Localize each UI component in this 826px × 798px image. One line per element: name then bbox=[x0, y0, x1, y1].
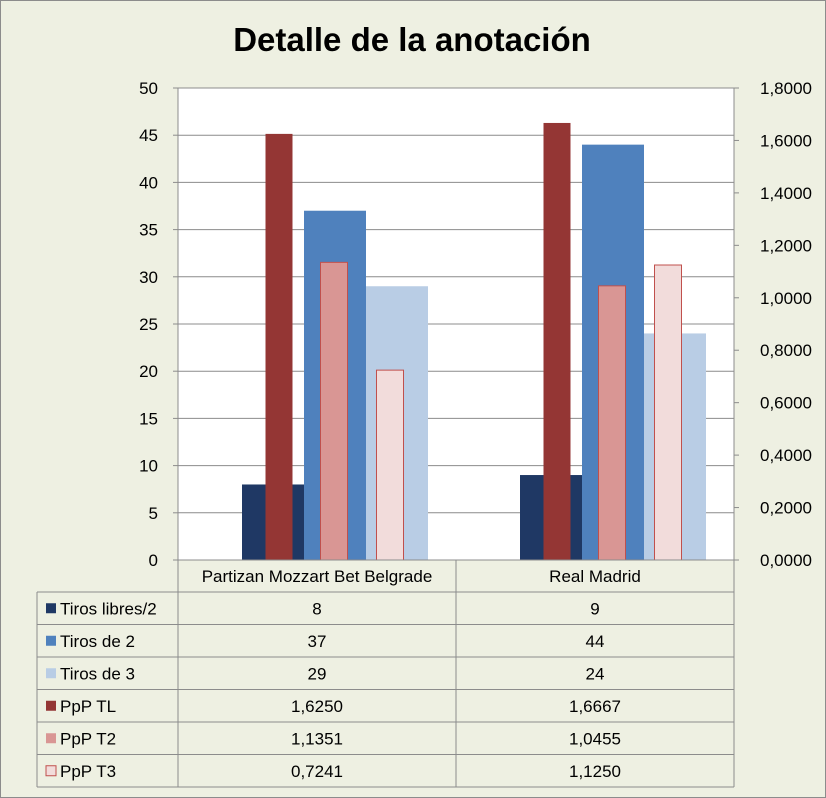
legend-key bbox=[46, 700, 56, 711]
bar bbox=[376, 369, 404, 561]
legend-entry: Tiros de 3 bbox=[60, 664, 135, 683]
category-label: Partizan Mozzart Bet Belgrade bbox=[202, 567, 433, 586]
data-label: 1,6667 bbox=[569, 697, 621, 716]
y2-tick-label: 0,8000 bbox=[760, 341, 812, 360]
legend-key bbox=[45, 765, 57, 777]
legend-key bbox=[46, 603, 56, 614]
legend-entry: PpP TL bbox=[60, 697, 116, 716]
y-tick-label: 30 bbox=[139, 268, 158, 287]
bars bbox=[242, 122, 706, 561]
y2-tick-label: 0,0000 bbox=[760, 551, 812, 570]
y-tick-label: 40 bbox=[139, 173, 158, 192]
y2-tick-label: 1,8000 bbox=[760, 79, 812, 98]
data-label: 9 bbox=[590, 599, 599, 618]
y-tick-label: 35 bbox=[139, 221, 158, 240]
legend-key bbox=[46, 733, 56, 744]
y2-tick-label: 0,4000 bbox=[760, 446, 812, 465]
y-tick-label: 20 bbox=[139, 362, 158, 381]
y-tick-label: 45 bbox=[139, 126, 158, 145]
y2-tick-label: 1,4000 bbox=[760, 184, 812, 203]
data-label: 1,1351 bbox=[291, 729, 343, 748]
y-tick-label: 50 bbox=[139, 79, 158, 98]
bar bbox=[543, 122, 571, 560]
bar bbox=[598, 285, 626, 561]
data-label: 0,7241 bbox=[291, 762, 343, 781]
y-tick-label: 5 bbox=[149, 504, 158, 523]
chart-title: Detalle de la anotación bbox=[233, 21, 591, 58]
data-label: 1,6250 bbox=[291, 697, 343, 716]
legend-entry: PpP T2 bbox=[60, 729, 116, 748]
data-label: 29 bbox=[308, 664, 327, 683]
y-tick-label: 25 bbox=[139, 315, 158, 334]
data-label: 8 bbox=[312, 599, 321, 618]
y-tick-label: 15 bbox=[139, 409, 158, 428]
category-label: Real Madrid bbox=[549, 567, 641, 586]
bar bbox=[320, 261, 348, 561]
y-tick-label: 10 bbox=[139, 457, 158, 476]
legend-entry: Tiros libres/2 bbox=[60, 599, 157, 618]
data-label: 37 bbox=[308, 632, 327, 651]
legend-key bbox=[46, 668, 56, 679]
legend-key bbox=[46, 635, 56, 646]
data-label: 44 bbox=[586, 632, 605, 651]
bar bbox=[265, 133, 293, 560]
data-table: Partizan Mozzart Bet Belgrade Real Madrid… bbox=[36, 559, 735, 788]
y2-tick-label: 1,6000 bbox=[760, 131, 812, 150]
y2-tick-label: 1,2000 bbox=[760, 236, 812, 255]
axes: 0 5 10 15 20 25 30 35 40 45 50 0,0000 0,2000 0,4000 0,… bbox=[139, 79, 812, 570]
y2-tick-label: 1,0000 bbox=[760, 289, 812, 308]
bar bbox=[654, 264, 682, 561]
data-label: 1,1250 bbox=[569, 762, 621, 781]
data-label: 24 bbox=[586, 664, 605, 683]
y2-tick-label: 0,2000 bbox=[760, 499, 812, 518]
legend-entry: Tiros de 2 bbox=[60, 632, 135, 651]
y-tick-label: 0 bbox=[149, 551, 158, 570]
data-label: 1,0455 bbox=[569, 729, 621, 748]
y2-tick-label: 0,6000 bbox=[760, 394, 812, 413]
legend-entry: PpP T3 bbox=[60, 762, 116, 781]
